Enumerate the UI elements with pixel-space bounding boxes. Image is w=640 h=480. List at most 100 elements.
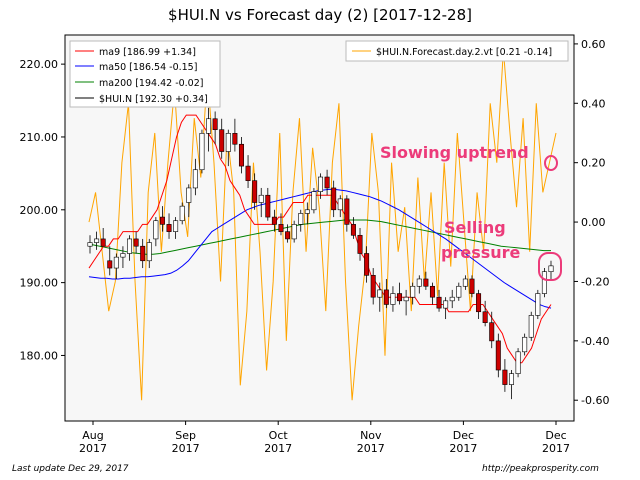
source-url-text: http://peakprosperity.com (482, 464, 599, 474)
candle-body (390, 293, 396, 305)
candle-body (238, 143, 244, 167)
chart-title: $HUI.N vs Forecast day (2) [2017-12-28] (168, 6, 472, 24)
x-tick-month: Nov (360, 429, 382, 442)
candle-body (350, 224, 356, 236)
candle-body (548, 265, 554, 272)
candle-body (186, 187, 192, 203)
x-tick-month: Dec (453, 429, 474, 442)
annotation-pressure: pressure (441, 243, 521, 262)
annotation-circle-forecast (544, 155, 558, 171)
candle-body (364, 253, 370, 276)
candle-body (370, 275, 376, 298)
candle-body (291, 224, 297, 240)
candle-body (443, 300, 449, 309)
right-tick-label: 0.60 (581, 38, 606, 51)
candle-body (159, 216, 165, 225)
candle-body (258, 194, 264, 203)
candle-body (528, 315, 534, 338)
candle-body (482, 311, 488, 323)
candle-body (107, 260, 113, 269)
candle-body (232, 133, 238, 145)
candle-body (298, 213, 304, 225)
candle-body (429, 285, 435, 298)
candle-body (225, 133, 231, 152)
x-tick-month: Oct (269, 429, 289, 442)
ma200-line (88, 219, 551, 255)
right-tick-label: -0.40 (581, 335, 609, 348)
x-tick-year: 2017 (449, 442, 477, 455)
candle-body (245, 165, 251, 181)
candle-body (304, 209, 310, 214)
legend-price: $HUI.N [192.30 +0.34] (99, 94, 208, 105)
ma9-line (88, 114, 552, 364)
candle-body (140, 245, 146, 262)
right-tick-label: -0.20 (581, 275, 609, 288)
candle-body (192, 169, 198, 189)
candle-body (317, 176, 323, 192)
candle-body (146, 242, 152, 262)
candle-body (423, 278, 429, 287)
candle-body (436, 296, 442, 309)
candle-body (535, 293, 541, 316)
candle-body (469, 278, 475, 294)
candle-body (502, 369, 508, 385)
legend-right: $HUI.N.Forecast.day.2.vt [0.21 -0.14] (345, 40, 569, 62)
candle-body (397, 293, 403, 302)
candle-body (541, 271, 547, 294)
candle-body (331, 187, 337, 211)
candle-body (219, 129, 225, 152)
right-axis: -0.60 -0.40 -0.20 0.00 0.20 0.40 0.60 (574, 38, 609, 407)
annotation-slowing-uptrend: Slowing uptrend (380, 143, 529, 162)
right-tick-label: 0.20 (581, 157, 606, 170)
annotation-selling: Selling (444, 218, 506, 237)
annotation-circle-price (538, 252, 562, 281)
candle-body (357, 234, 363, 254)
left-tick-label: 210.00 (20, 131, 59, 144)
x-tick-month: Dec (545, 429, 566, 442)
candle-body (133, 238, 139, 247)
candle-body (344, 198, 350, 225)
candle-body (199, 133, 205, 171)
candle-body (324, 176, 330, 189)
candle-body (100, 238, 106, 247)
forecast-line (88, 49, 557, 401)
x-tick-month: Aug (82, 429, 103, 442)
candle-body (127, 238, 133, 254)
right-tick-label: 0.40 (581, 97, 606, 110)
candle-body (166, 224, 172, 232)
legend-ma200: ma200 [194.42 -0.02] (99, 78, 203, 89)
candle-body (383, 289, 389, 305)
candle-body (403, 296, 409, 302)
candle-body (416, 278, 422, 287)
legend-ma9: ma9 [186.99 +1.34] (99, 47, 196, 58)
last-update-text: Last update Dec 29, 2017 (12, 464, 129, 474)
x-tick-month: Sep (175, 429, 196, 442)
price-candles (87, 107, 554, 400)
candle-body (410, 285, 416, 298)
candle-body (265, 194, 271, 218)
legend-ma50: ma50 [186.54 -0.15] (99, 62, 197, 73)
candle-body (94, 238, 100, 243)
left-tick-label: 180.00 (20, 349, 59, 362)
candle-body (462, 278, 468, 287)
candle-body (206, 118, 212, 134)
candle-body (522, 336, 528, 353)
left-tick-label: 190.00 (20, 277, 59, 290)
candle-body (508, 373, 514, 385)
candle-body (476, 293, 482, 313)
legend-forecast: $HUI.N.Forecast.day.2.vt [0.21 -0.14] (376, 47, 552, 58)
left-axis: 180.00 190.00 200.00 210.00 220.00 (20, 58, 65, 362)
x-tick-year: 2017 (172, 442, 200, 455)
candle-body (278, 224, 284, 232)
candle-body (153, 220, 159, 240)
candle-body (173, 220, 179, 232)
candle-body (285, 231, 291, 240)
candle-body (377, 289, 383, 298)
candle-body (87, 242, 93, 247)
legend-left: ma9 [186.99 +1.34] ma50 [186.54 -0.15] m… (69, 40, 221, 108)
x-tick-year: 2017 (79, 442, 107, 455)
candle-body (179, 205, 185, 222)
candle-body (449, 296, 455, 302)
candle-body (271, 216, 277, 225)
